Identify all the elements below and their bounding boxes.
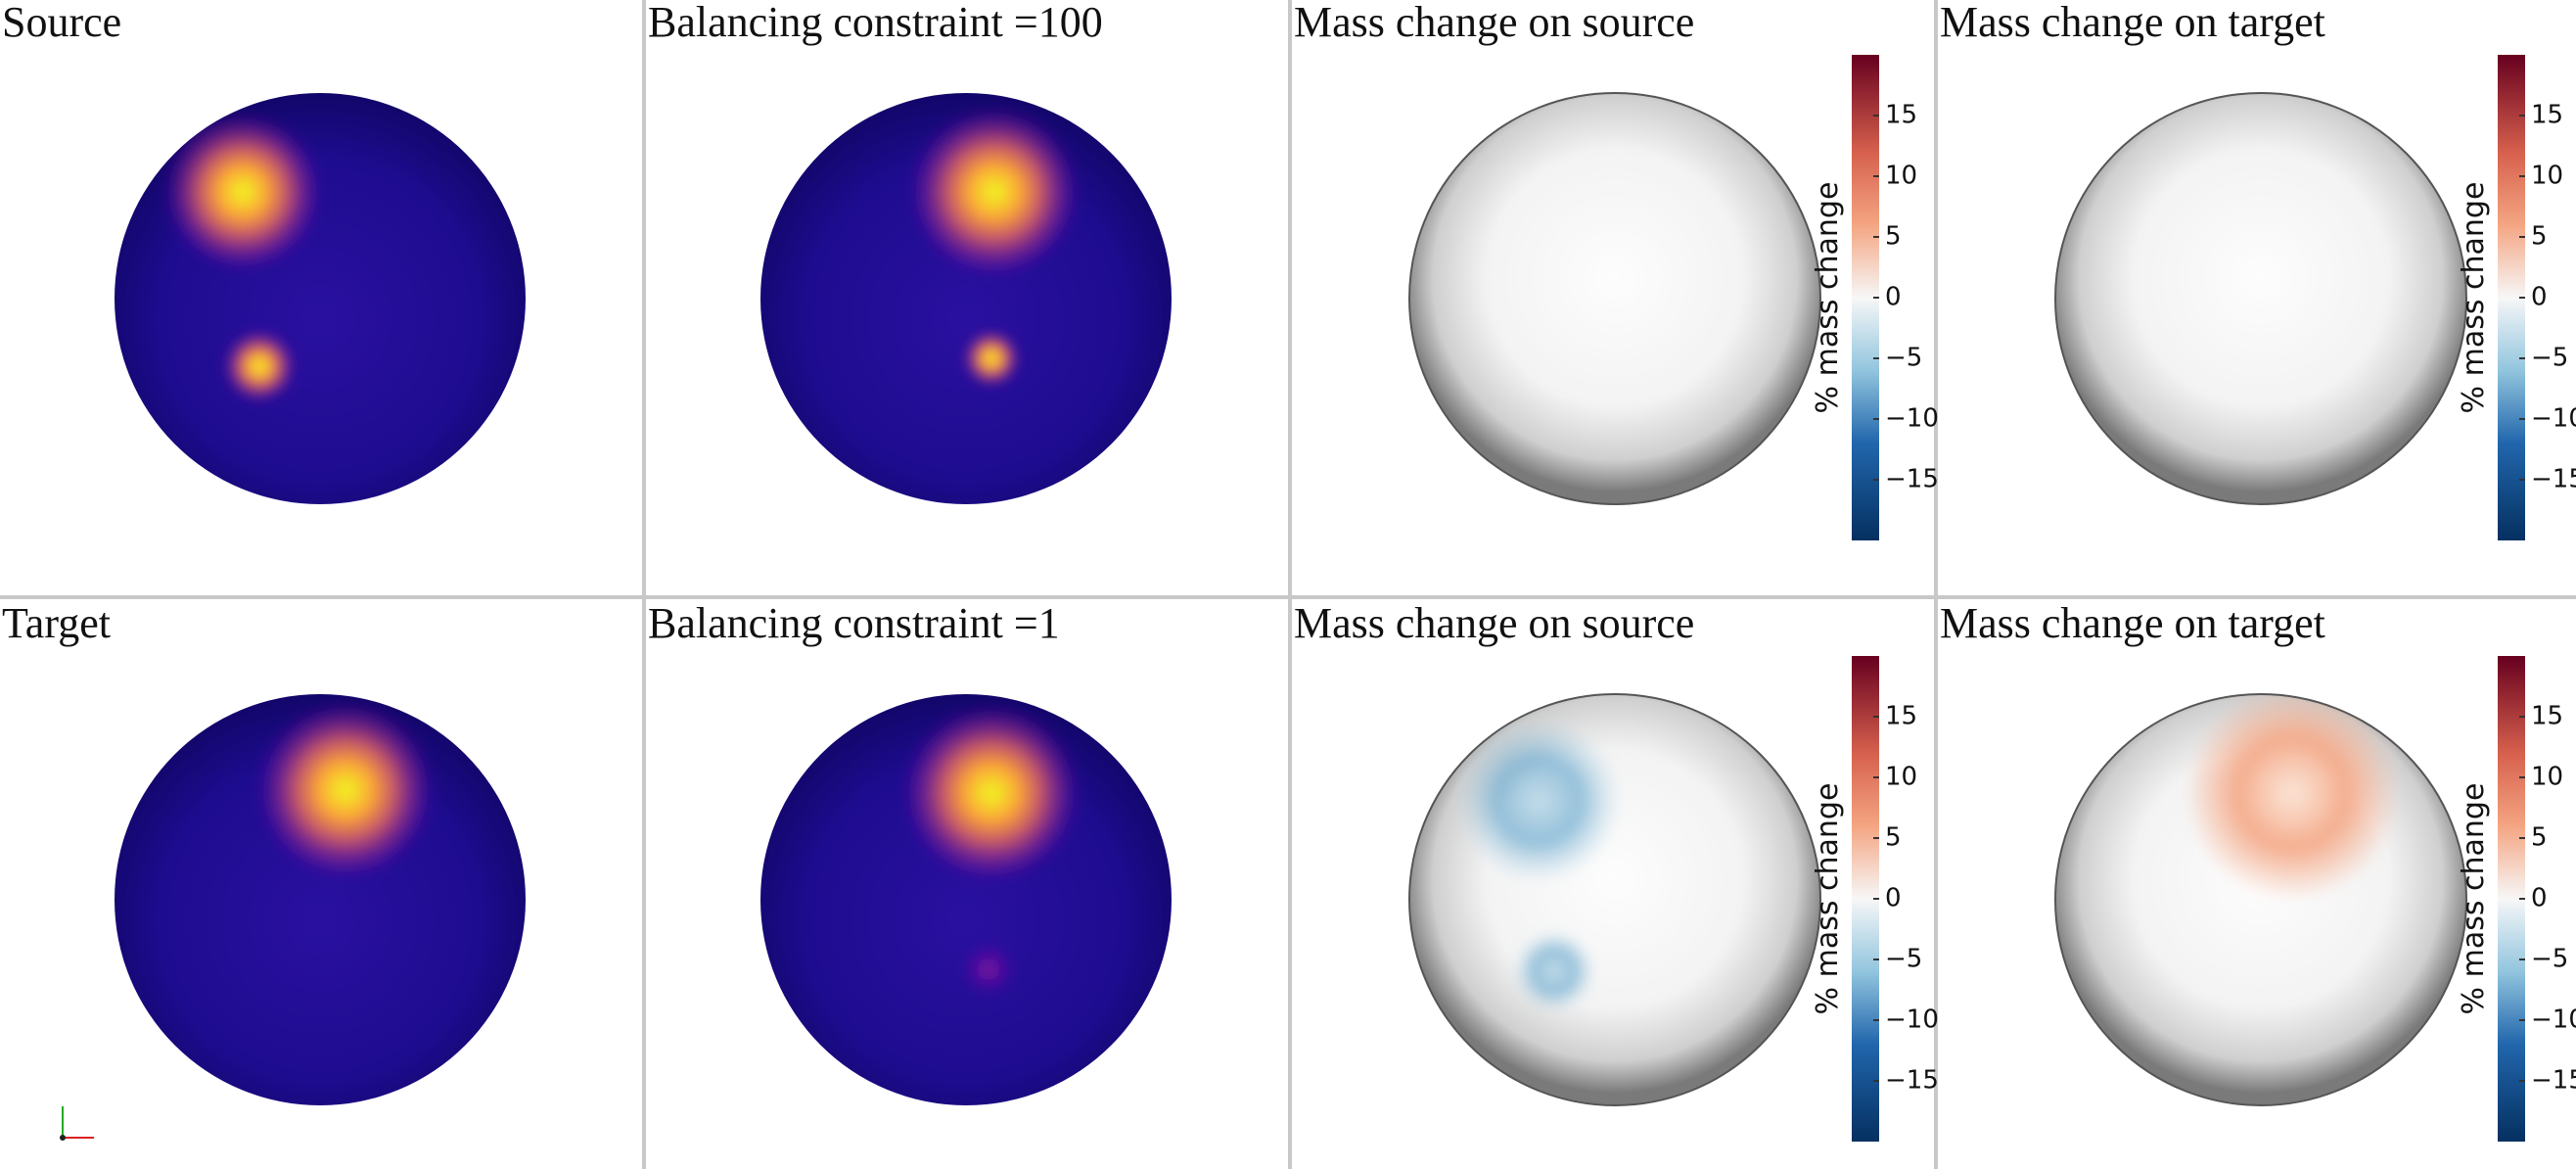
- colorbar-tick-label: −10: [2531, 404, 2576, 434]
- colorbar-tick-label: −10: [2531, 1005, 2576, 1035]
- colorbar-tick-label: 0: [2531, 283, 2548, 312]
- colorbar-tick-label: 10: [2531, 162, 2563, 191]
- blob: [1513, 930, 1595, 1012]
- colorbar-tick-label: 10: [1885, 162, 1917, 191]
- panel: Target: [2, 599, 526, 1105]
- sphere-blobs: [1455, 718, 1622, 1012]
- panel-title: Balancing constraint =1: [648, 599, 1060, 647]
- sphere-edge: [2054, 693, 2467, 1106]
- sphere-blobs: [255, 700, 436, 880]
- blob: [961, 942, 1016, 997]
- panel-title: Mass change on target: [1940, 599, 2325, 647]
- blob: [962, 329, 1021, 388]
- colorbar-tick-label: −15: [2531, 465, 2576, 494]
- panel-title: Target: [2, 599, 111, 647]
- sphere-blobs: [908, 106, 1081, 388]
- blob: [255, 700, 436, 880]
- panel-title: Balancing constraint =100: [648, 0, 1103, 46]
- panel: Mass change on target 15 10 5 0 −5 −10 −15 % mas…: [1940, 599, 2576, 1142]
- sphere-blobs: [2185, 694, 2400, 901]
- colorbar-tick-label: 5: [2531, 823, 2548, 853]
- colorbar-tick-label: 10: [2531, 763, 2563, 792]
- colorbar-tick-label: 5: [2531, 222, 2548, 252]
- colorbar-tick-label: −15: [1885, 465, 1939, 494]
- panel: Balancing constraint =1: [648, 599, 1172, 1105]
- panel: Mass change on target 15 10 5 0 −5 −10 −15 % mas…: [1940, 0, 2576, 540]
- blob: [908, 106, 1081, 278]
- colorbar-tick-label: 15: [2531, 101, 2563, 130]
- panel: Balancing constraint =100: [648, 0, 1172, 504]
- blob: [222, 329, 297, 403]
- colorbar-tick-label: 15: [2531, 702, 2563, 731]
- blob: [1455, 718, 1622, 884]
- colorbar-tick-label: −15: [1885, 1066, 1939, 1096]
- colorbar-label: % mass change: [2457, 182, 2491, 414]
- colorbar-tick-label: −5: [1885, 945, 1922, 974]
- sphere-edge: [1408, 92, 1821, 505]
- colorbar-label: % mass change: [1811, 783, 1845, 1015]
- colorbar-label: % mass change: [2457, 783, 2491, 1015]
- sphere-blobs: [162, 112, 323, 403]
- colorbar-tick-label: 10: [1885, 763, 1917, 792]
- panel: Mass change on source 15 10 5 0 −5 −10 −15 % mas…: [1294, 599, 1939, 1142]
- sphere: [2055, 93, 2466, 504]
- colorbar-tick-label: 0: [1885, 884, 1902, 913]
- colorbar-tick-label: 15: [1885, 702, 1917, 731]
- colorbar-tick-label: −5: [1885, 344, 1922, 373]
- panel-title: Mass change on source: [1294, 599, 1694, 647]
- colorbar-label: % mass change: [1811, 182, 1845, 414]
- colorbar-tick-label: 0: [2531, 884, 2548, 913]
- colorbar-tick-label: 5: [1885, 823, 1902, 853]
- blob: [162, 112, 323, 272]
- colorbar-tick-label: −15: [2531, 1066, 2576, 1096]
- colorbar-tick-label: −10: [1885, 1005, 1939, 1035]
- panel: Source: [2, 0, 526, 504]
- blob: [901, 703, 1081, 883]
- colorbar-tick-label: −10: [1885, 404, 1939, 434]
- sphere: [1409, 93, 1820, 504]
- panel: Mass change on source 15 10 5 0 −5 −10 −15 % mas…: [1294, 0, 1939, 540]
- panel-title: Mass change on target: [1940, 0, 2325, 46]
- colorbar-tick-label: 15: [1885, 101, 1917, 130]
- sphere-blobs: [901, 703, 1081, 997]
- sphere-edge: [2054, 92, 2467, 505]
- sphere-edge: [1408, 693, 1821, 1106]
- axes-triad: [60, 1106, 94, 1141]
- colorbar-tick-label: −5: [2531, 945, 2568, 974]
- panel-title: Mass change on source: [1294, 0, 1694, 46]
- colorbar-tick-label: −5: [2531, 344, 2568, 373]
- panel-title: Source: [2, 0, 121, 46]
- colorbar-tick-label: 0: [1885, 283, 1902, 312]
- blob: [2185, 694, 2400, 901]
- colorbar-tick-label: 5: [1885, 222, 1902, 252]
